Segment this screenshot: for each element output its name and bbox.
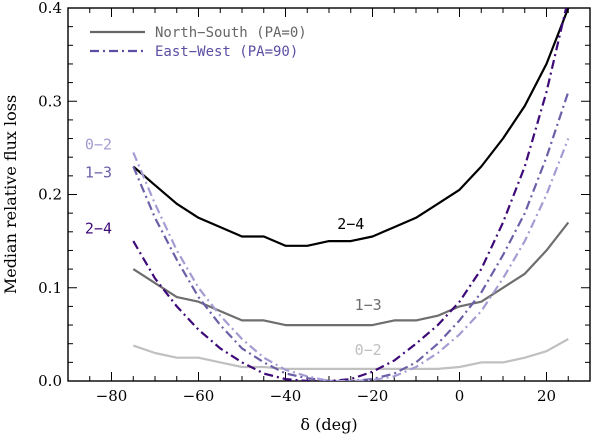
legend-label: North−South (PA=0)	[155, 25, 307, 41]
x-tick-label: −20	[357, 387, 389, 405]
series-annotation: 2−4	[85, 220, 112, 238]
y-tick-label: 0.4	[38, 0, 62, 17]
y-tick-label: 0.3	[38, 92, 62, 110]
y-tick-label: 0.2	[38, 186, 62, 204]
series-line	[132, 8, 568, 381]
series-line	[132, 338, 569, 370]
y-axis-title: Median relative flux loss	[1, 95, 20, 294]
x-tick-label: −40	[270, 387, 302, 405]
series-annotation: 1−3	[355, 296, 382, 314]
series-annotation: 0−2	[85, 136, 112, 154]
series-annotation: 0−2	[355, 341, 382, 359]
plot-area: −80 −60 −40 −20 0 20 0.0 0.1 0.2 0.3 0.4 North−Sout…	[38, 0, 591, 405]
series-annotation: 2−4	[337, 215, 364, 233]
series-line	[132, 8, 570, 247]
x-axis-title: δ (deg)	[300, 415, 357, 434]
x-tick-label: −60	[183, 387, 215, 405]
x-tick-label: 20	[537, 387, 556, 405]
series-annotation: 1−3	[85, 164, 112, 182]
x-tick-label: −80	[96, 387, 128, 405]
x-tick-label: 0	[455, 387, 465, 405]
series-line	[132, 138, 570, 381]
legend-label: East−West (PA=90)	[155, 44, 298, 60]
y-tick-label: 0.1	[38, 279, 62, 297]
series-line	[132, 91, 570, 381]
y-tick-label: 0.0	[38, 372, 62, 390]
